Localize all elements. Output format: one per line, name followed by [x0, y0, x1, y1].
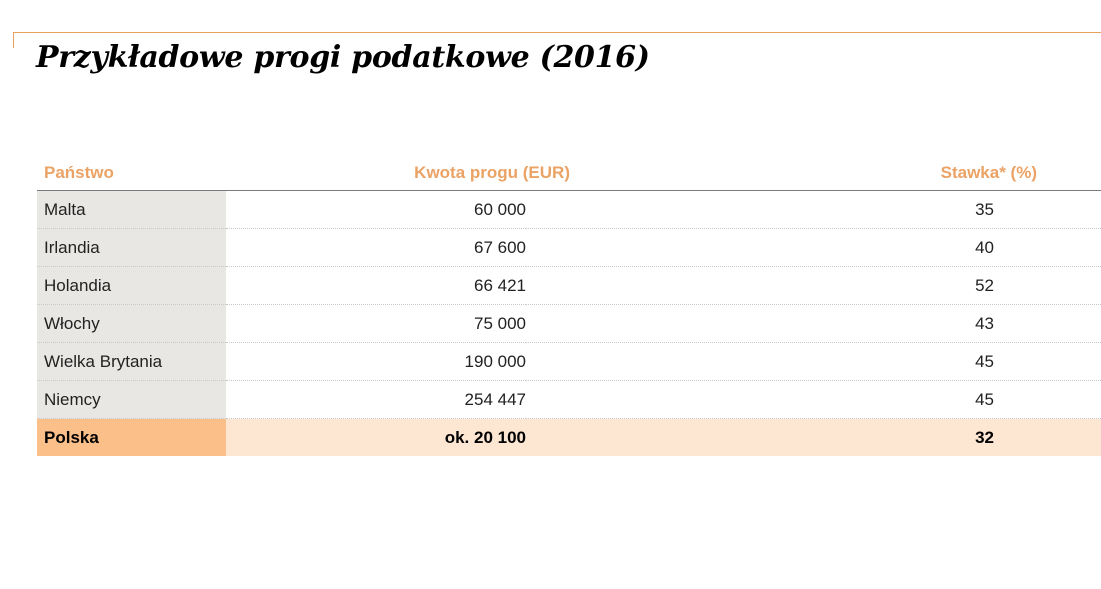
table-row: Niemcy 254 447 45	[37, 380, 1101, 419]
cell-country: Wielka Brytania	[37, 342, 226, 381]
cell-country: Irlandia	[37, 228, 226, 267]
cell-amount: ok. 20 100	[226, 418, 526, 456]
table-row-highlighted: Polska ok. 20 100 32	[37, 418, 1101, 456]
header-country: Państwo	[37, 156, 226, 191]
cell-rate: 35	[526, 190, 1101, 229]
cell-country: Niemcy	[37, 380, 226, 419]
table-row: Wielka Brytania 190 000 45	[37, 342, 1101, 381]
cell-country: Holandia	[37, 266, 226, 305]
header-amount: Kwota progu (EUR)	[226, 156, 570, 191]
cell-country: Polska	[37, 418, 226, 456]
cell-amount: 66 421	[226, 266, 526, 305]
cell-amount: 190 000	[226, 342, 526, 381]
top-rule-tick	[13, 32, 14, 48]
cell-rate: 45	[526, 380, 1101, 419]
cell-amount: 75 000	[226, 304, 526, 343]
cell-rate: 43	[526, 304, 1101, 343]
cell-amount: 67 600	[226, 228, 526, 267]
cell-rate: 52	[526, 266, 1101, 305]
cell-rate: 45	[526, 342, 1101, 381]
cell-rate: 40	[526, 228, 1101, 267]
table-row: Malta 60 000 35	[37, 190, 1101, 229]
slide-title: Przykładowe progi podatkowe (2016)	[36, 40, 650, 75]
table-header-row: Państwo Kwota progu (EUR) Stawka* (%)	[37, 156, 1101, 191]
cell-country: Włochy	[37, 304, 226, 343]
cell-country: Malta	[37, 190, 226, 229]
table-row: Włochy 75 000 43	[37, 304, 1101, 343]
top-rule-line	[13, 32, 1101, 33]
table-row: Irlandia 67 600 40	[37, 228, 1101, 267]
table-row: Holandia 66 421 52	[37, 266, 1101, 305]
tax-threshold-table: Państwo Kwota progu (EUR) Stawka* (%) Ma…	[37, 156, 1101, 456]
cell-amount: 254 447	[226, 380, 526, 419]
cell-amount: 60 000	[226, 190, 526, 229]
header-rate: Stawka* (%)	[526, 156, 1101, 191]
cell-rate: 32	[526, 418, 1101, 456]
